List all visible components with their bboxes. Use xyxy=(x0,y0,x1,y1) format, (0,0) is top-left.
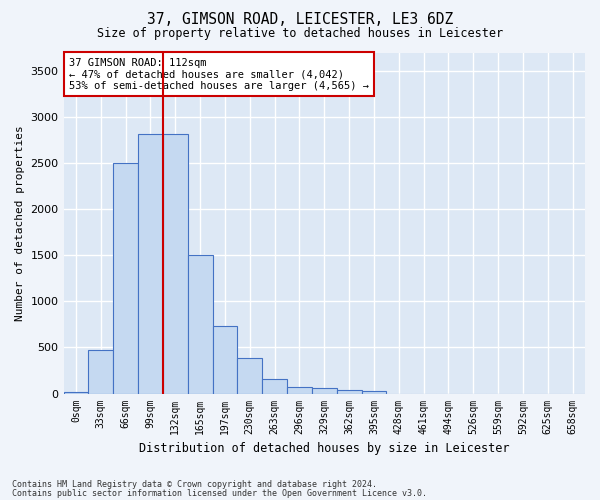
Bar xyxy=(362,391,386,394)
Bar xyxy=(238,358,262,394)
Bar xyxy=(163,134,188,394)
Text: 37, GIMSON ROAD, LEICESTER, LE3 6DZ: 37, GIMSON ROAD, LEICESTER, LE3 6DZ xyxy=(147,12,453,28)
Text: Size of property relative to detached houses in Leicester: Size of property relative to detached ho… xyxy=(97,28,503,40)
X-axis label: Distribution of detached houses by size in Leicester: Distribution of detached houses by size … xyxy=(139,442,509,455)
Bar xyxy=(337,390,362,394)
Bar xyxy=(88,350,113,394)
Y-axis label: Number of detached properties: Number of detached properties xyxy=(15,125,25,321)
Text: Contains HM Land Registry data © Crown copyright and database right 2024.: Contains HM Land Registry data © Crown c… xyxy=(12,480,377,489)
Bar xyxy=(64,392,88,394)
Bar xyxy=(188,256,212,394)
Bar xyxy=(262,380,287,394)
Bar xyxy=(312,388,337,394)
Bar xyxy=(138,134,163,394)
Bar xyxy=(287,387,312,394)
Text: 37 GIMSON ROAD: 112sqm
← 47% of detached houses are smaller (4,042)
53% of semi-: 37 GIMSON ROAD: 112sqm ← 47% of detached… xyxy=(69,58,369,91)
Bar xyxy=(212,326,238,394)
Text: Contains public sector information licensed under the Open Government Licence v3: Contains public sector information licen… xyxy=(12,489,427,498)
Bar xyxy=(113,163,138,394)
